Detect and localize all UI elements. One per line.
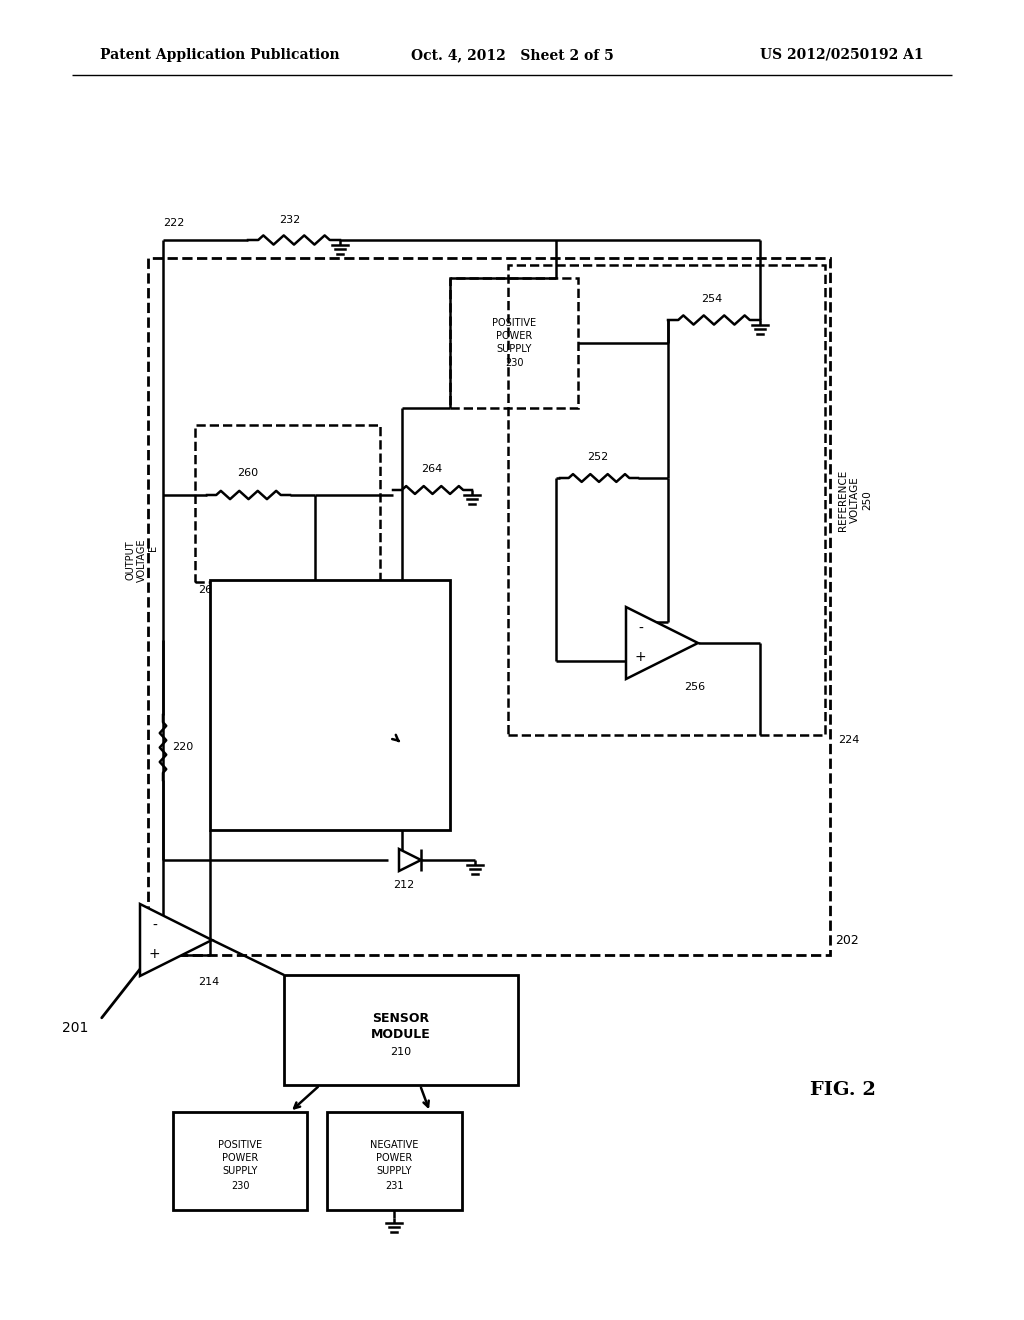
Bar [173, 1111, 307, 1210]
Text: 214: 214 [198, 977, 219, 987]
Text: NEGATIVE: NEGATIVE [370, 1140, 418, 1150]
Text: Oct. 4, 2012   Sheet 2 of 5: Oct. 4, 2012 Sheet 2 of 5 [411, 48, 613, 62]
Text: 212: 212 [393, 880, 415, 890]
Text: -: - [638, 622, 643, 636]
Bar [284, 975, 518, 1085]
Text: US 2012/0250192 A1: US 2012/0250192 A1 [761, 48, 924, 62]
Text: 224: 224 [838, 735, 859, 744]
Text: MODULE: MODULE [371, 1028, 431, 1041]
Text: VOLTAGE: VOLTAGE [137, 539, 147, 582]
Text: POWER: POWER [496, 331, 532, 341]
Text: VOLTAGE: VOLTAGE [850, 477, 860, 523]
Circle shape [313, 648, 417, 752]
Text: 220: 220 [172, 742, 194, 752]
Text: SUPPLY: SUPPLY [222, 1166, 258, 1176]
Text: 260: 260 [238, 469, 259, 478]
Text: 201: 201 [61, 1020, 88, 1035]
Polygon shape [140, 904, 212, 975]
Bar [210, 579, 450, 830]
Text: REFERENCE: REFERENCE [838, 470, 848, 531]
Text: +: + [635, 649, 646, 664]
Text: 226: 226 [350, 628, 372, 638]
Text: 256: 256 [684, 682, 706, 692]
Text: POWER: POWER [222, 1152, 258, 1163]
Text: 230: 230 [230, 1181, 249, 1191]
Polygon shape [399, 849, 421, 871]
Bar [508, 265, 825, 735]
Text: 210: 210 [390, 1047, 412, 1057]
Text: SUPPLY: SUPPLY [497, 345, 531, 354]
Text: POSITIVE: POSITIVE [218, 1140, 262, 1150]
Text: 264: 264 [421, 465, 442, 474]
Polygon shape [626, 607, 698, 678]
Text: 262: 262 [198, 585, 219, 595]
Text: POSITIVE: POSITIVE [492, 318, 536, 327]
Bar [148, 257, 830, 954]
Text: 252: 252 [588, 451, 608, 462]
Text: 250: 250 [862, 490, 872, 510]
Bar [450, 279, 578, 408]
Text: -: - [152, 919, 157, 933]
Text: Patent Application Publication: Patent Application Publication [100, 48, 340, 62]
Text: SUPPLY: SUPPLY [376, 1166, 412, 1176]
Text: POWER: POWER [376, 1152, 412, 1163]
Bar [195, 425, 380, 582]
Text: 231: 231 [385, 1181, 403, 1191]
Text: SENSOR: SENSOR [373, 1011, 429, 1024]
Text: E: E [148, 545, 158, 550]
Text: +: + [148, 946, 160, 961]
Text: 254: 254 [701, 294, 723, 304]
Text: 232: 232 [280, 215, 301, 224]
Text: 222: 222 [163, 218, 184, 228]
Text: OUTPUT: OUTPUT [125, 540, 135, 579]
Text: 230: 230 [505, 358, 523, 368]
Text: 202: 202 [835, 933, 859, 946]
Text: FIG. 2: FIG. 2 [810, 1081, 876, 1100]
Bar [327, 1111, 462, 1210]
